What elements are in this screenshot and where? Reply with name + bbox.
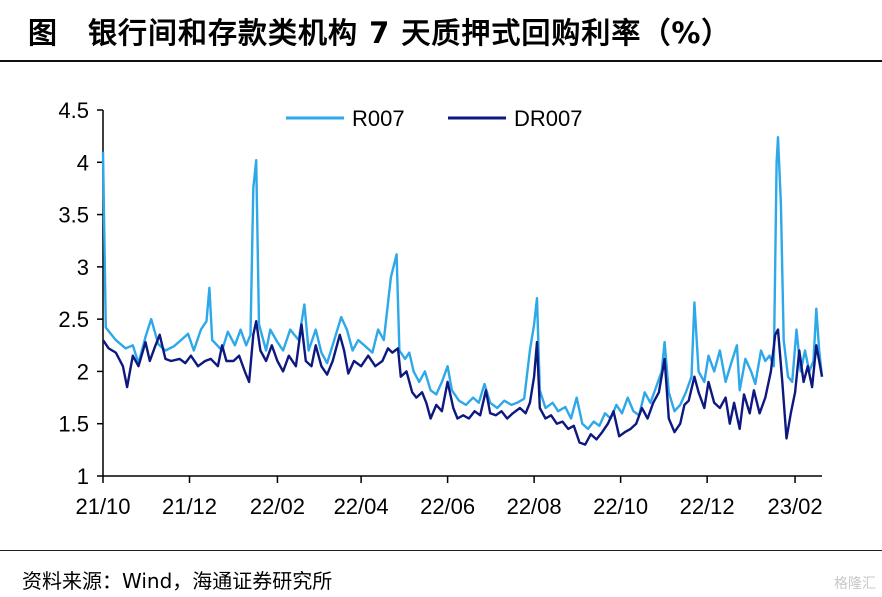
source-divider bbox=[0, 550, 882, 551]
y-tick-label: 3 bbox=[77, 255, 89, 280]
x-tick-label: 22/04 bbox=[334, 494, 389, 519]
y-tick-label: 1 bbox=[77, 464, 89, 489]
y-tick-label: 2 bbox=[77, 359, 89, 384]
x-tick-label: 22/12 bbox=[680, 494, 735, 519]
x-tick-label: 22/06 bbox=[420, 494, 475, 519]
x-tick-label: 22/10 bbox=[593, 494, 648, 519]
legend: R007 DR007 bbox=[286, 106, 582, 131]
legend-label-dr007: DR007 bbox=[514, 106, 582, 131]
x-tick-label: 23/02 bbox=[768, 494, 823, 519]
series-line-r007 bbox=[101, 135, 824, 431]
legend-label-r007: R007 bbox=[352, 106, 405, 131]
y-tick-label: 2.5 bbox=[58, 307, 89, 332]
y-tick-label: 4 bbox=[77, 150, 89, 175]
chart-title: 图 银行间和存款类机构 7 天质押式回购利率（%） bbox=[28, 16, 732, 50]
x-tick-label: 21/10 bbox=[75, 494, 130, 519]
y-tick-label: 1.5 bbox=[58, 412, 89, 437]
y-tick-label: 4.5 bbox=[58, 98, 89, 123]
x-tick-label: 22/08 bbox=[507, 494, 562, 519]
x-tick-label: 22/02 bbox=[250, 494, 305, 519]
watermark-logo: 格隆汇 bbox=[834, 576, 876, 592]
series-layer bbox=[101, 135, 824, 446]
x-tick-label: 21/12 bbox=[162, 494, 217, 519]
y-axis: 1 1.5 2 2.5 3 3.5 4 4.5 bbox=[58, 98, 104, 489]
chart-title-bar: 图 银行间和存款类机构 7 天质押式回购利率（%） bbox=[0, 0, 882, 60]
title-divider bbox=[0, 60, 882, 62]
series-line-dr007 bbox=[102, 320, 824, 446]
source-note: 资料来源：Wind，海通证券研究所 bbox=[22, 569, 333, 593]
rate-line-chart: 1 1.5 2 2.5 3 3.5 4 4.5 21/10 21/12 22/02 22/04 22/… bbox=[58, 98, 824, 519]
x-axis: 21/10 21/12 22/02 22/04 22/06 22/08 22/10 22/12… bbox=[75, 475, 823, 519]
y-tick-label: 3.5 bbox=[58, 203, 89, 228]
